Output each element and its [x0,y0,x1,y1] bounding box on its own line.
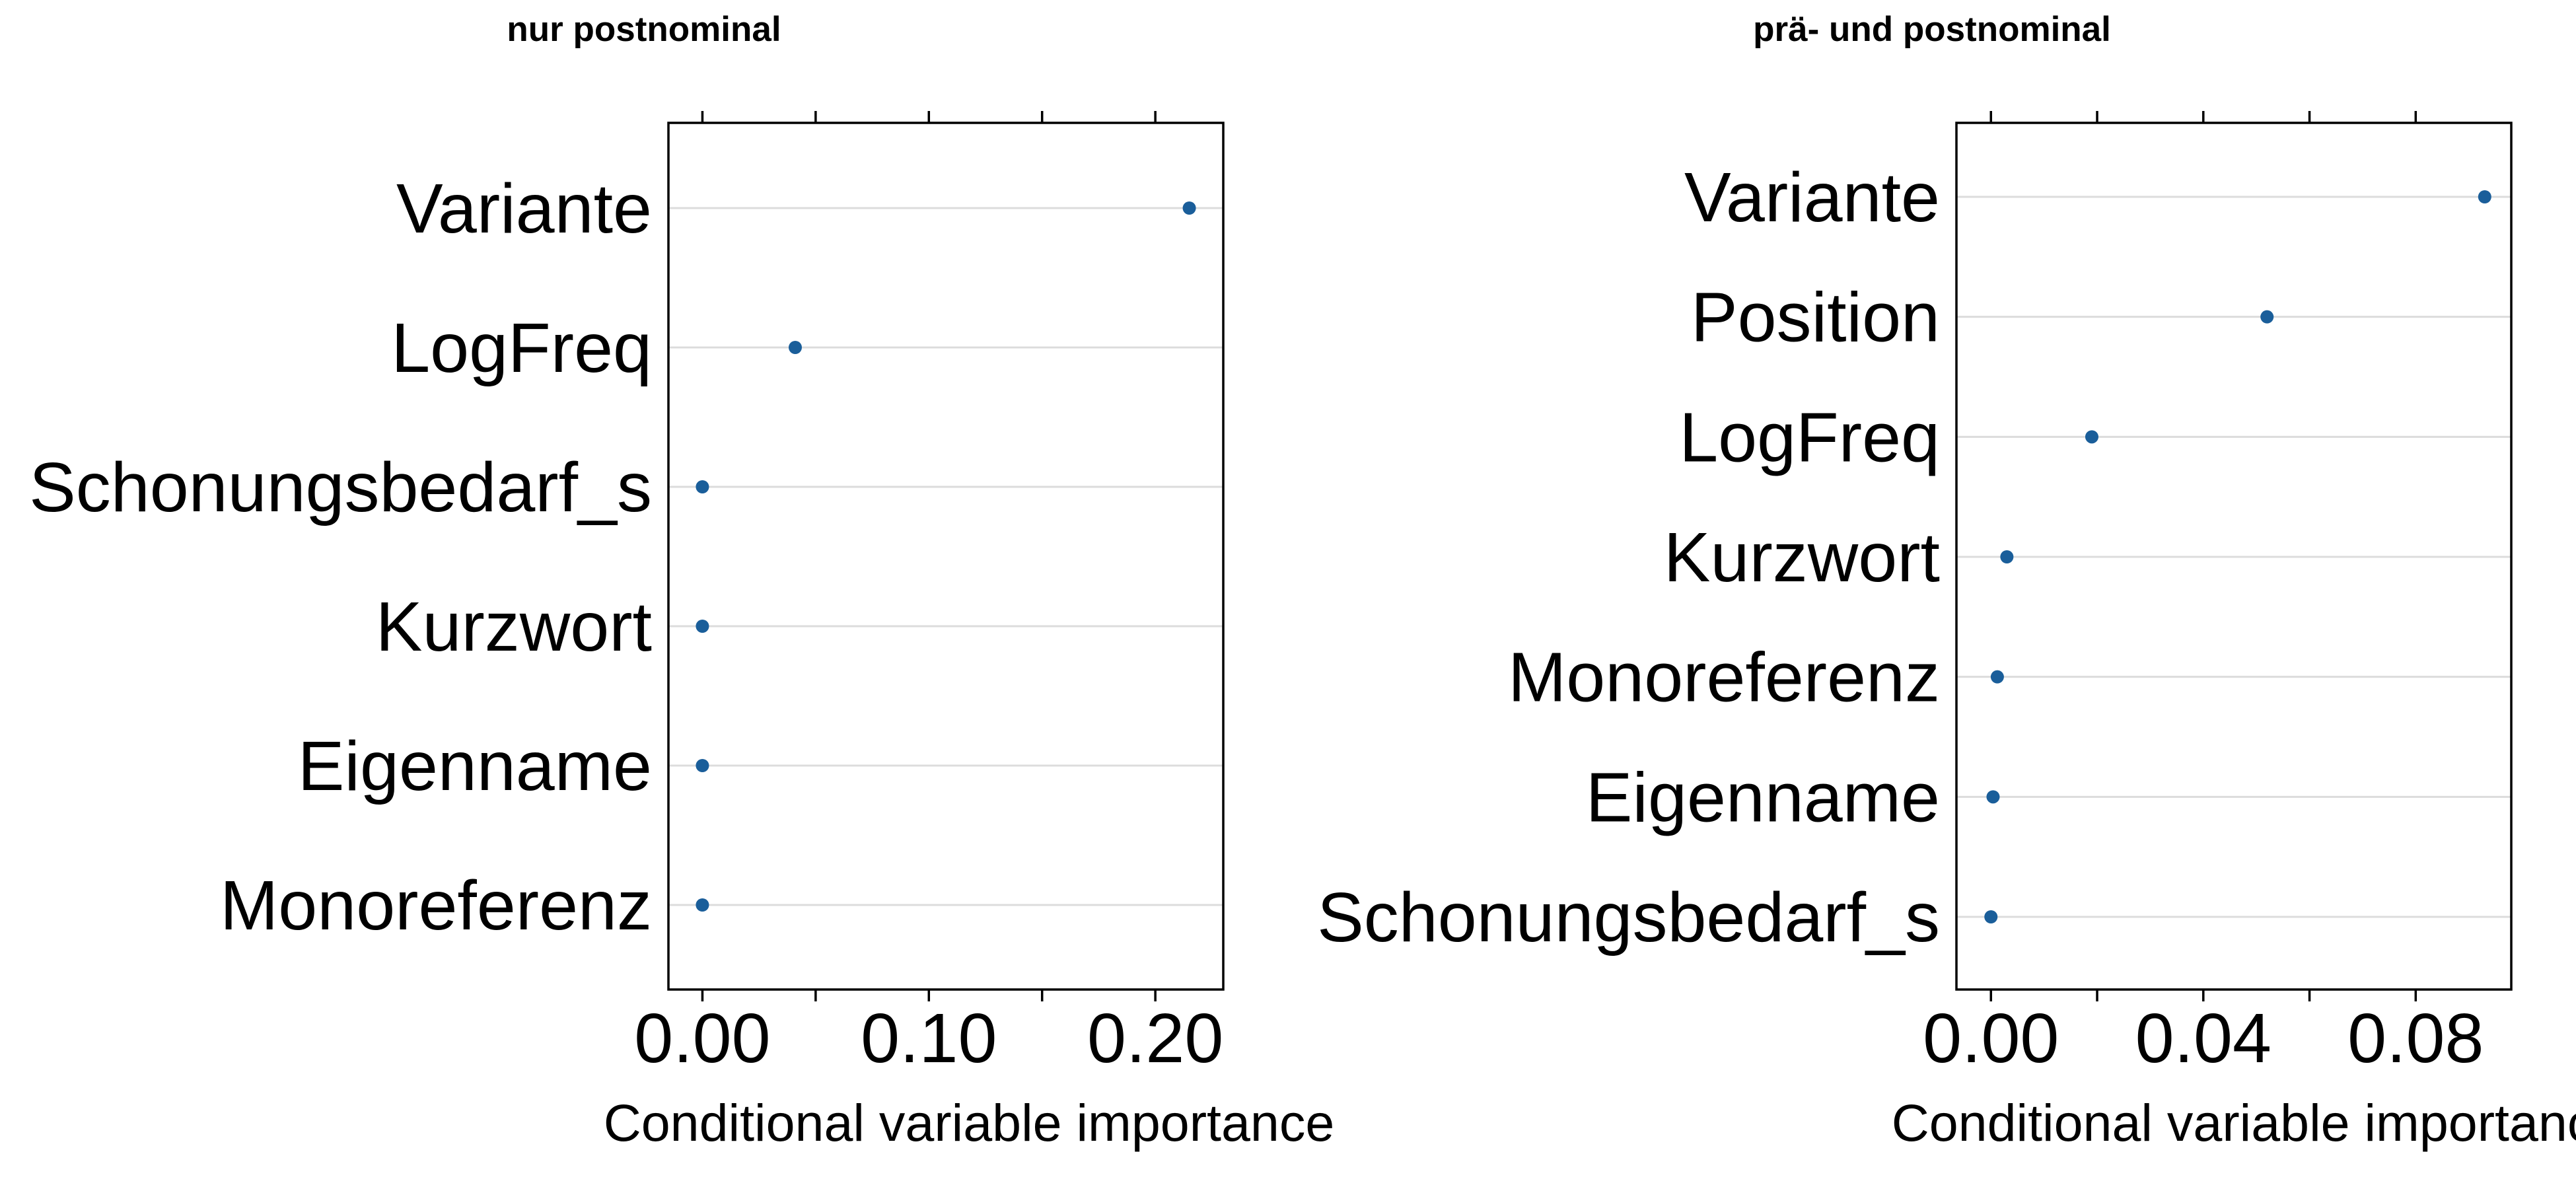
data-point [696,759,709,772]
data-point [1990,670,2004,684]
x-axis-label: Conditional variable importance [1892,1093,2576,1152]
category-label: Monoreferenz [1508,639,1940,717]
tick-label: 0.00 [1923,999,2059,1077]
plot-frame [1955,122,2513,991]
tick-label: 0.04 [2135,999,2272,1077]
data-point [696,620,709,633]
data-point [2085,430,2098,444]
data-point [696,480,709,493]
x-axis-label: Conditional variable importance [604,1093,1335,1152]
tick-label: 0.20 [1087,999,1223,1077]
category-label: Variante [1684,159,1940,236]
category-label: Variante [396,170,652,248]
category-label: Eigenname [1586,758,1940,836]
panel-prae-und-postnominal: prä- und postnominal Variante Position Log… [1317,10,2576,1152]
plot-frame [667,122,1225,991]
data-point [789,341,802,354]
data-point [2000,550,2014,563]
tick-label: 0.10 [861,999,997,1077]
tick-label: 0.00 [634,999,770,1077]
category-label: Kurzwort [1664,519,1940,596]
data-point [1182,201,1196,215]
category-label: Eigenname [298,727,652,805]
data-point [1986,790,2000,804]
category-label: Kurzwort [376,588,652,666]
category-label: Position [1691,279,1940,357]
category-label: Schonungsbedarf_s [1317,879,1940,956]
panel-nur-postnominal: nur postnominal Variante LogFreq Schonungs… [29,10,1334,1152]
category-label: Monoreferenz [220,867,652,945]
panel-title: prä- und postnominal [1753,10,2111,49]
data-point [2260,310,2274,324]
category-label: LogFreq [391,309,652,387]
tick-label: 0.08 [2347,999,2484,1077]
data-point [1984,910,1998,923]
category-label: Schonungsbedarf_s [29,449,652,526]
data-point [696,898,709,912]
category-label: LogFreq [1679,398,1940,476]
data-point [2478,190,2491,203]
panel-title: nur postnominal [507,10,781,49]
